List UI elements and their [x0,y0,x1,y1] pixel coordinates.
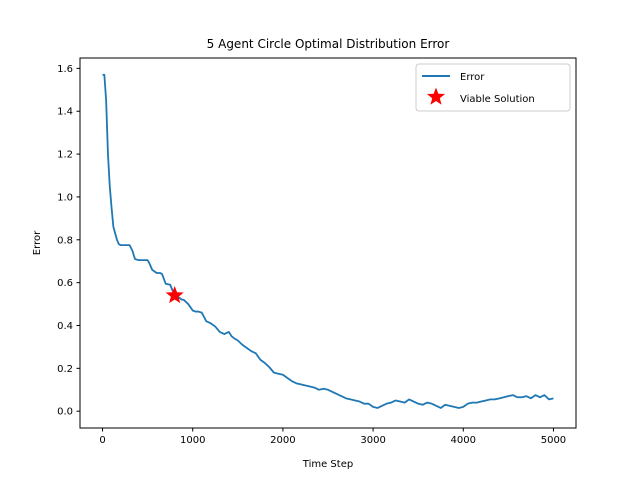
y-tick-label: 0.0 [57,407,73,418]
x-tick-label: 2000 [270,435,295,446]
legend-viable-solution-marker [426,87,446,105]
x-tick-label: 1000 [180,435,205,446]
legend-viable-solution-label: Viable Solution [460,94,535,105]
x-tick-label: 5000 [541,435,566,446]
y-tick-label: 0.6 [57,278,73,289]
y-tick-label: 0.8 [57,235,73,246]
legend-box [415,63,571,112]
series-layer [102,73,554,409]
chart-title: 5 Agent Circle Optimal Distribution Erro… [207,37,450,51]
legend-error-label: Error [460,72,485,83]
y-tick-label: 1.6 [57,64,73,75]
x-tick-label: 4000 [451,435,476,446]
y-tick-label: 0.2 [57,364,73,375]
y-tick-label: 0.4 [57,321,73,332]
y-tick-label: 1.4 [57,107,73,118]
legend: Error Viable Solution [415,63,571,112]
y-axis-ticks: 0.0 0.2 0.4 0.6 0.8 1.0 1.2 1.4 1.6 [57,64,80,418]
error-line [102,73,554,409]
x-axis-label: Time Step [302,459,353,470]
y-tick-label: 1.0 [57,192,73,203]
plot-frame [79,57,577,429]
x-tick-label: 3000 [360,435,385,446]
plot-area: 0 1000 2000 3000 4000 5000 0.0 0.2 0.4 0.6 0.8 1.0… [57,57,577,446]
y-tick-label: 1.2 [57,150,73,161]
x-axis-ticks: 0 1000 2000 3000 4000 5000 [99,428,566,446]
y-axis-label: Error [32,230,43,255]
x-tick-label: 0 [99,435,105,446]
viable-solution-marker [165,285,184,304]
